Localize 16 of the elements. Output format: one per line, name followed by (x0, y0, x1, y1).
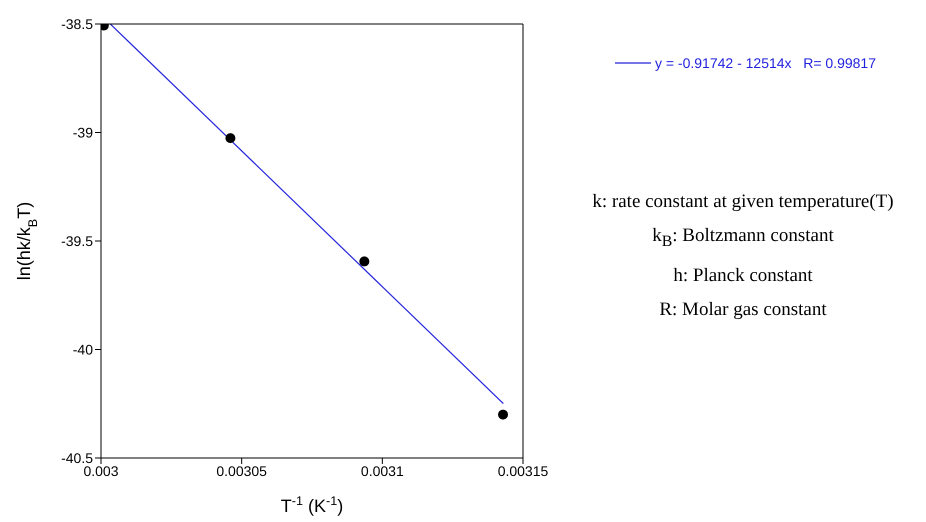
y-tick-label: -40 (72, 341, 94, 358)
y-tick-label: -38.5 (61, 16, 94, 32)
legend-label: y = -0.91742 - 12514x R= 0.99817 (654, 55, 876, 71)
y-tick-label: -39 (72, 124, 94, 140)
x-tick-label: 0.0031 (360, 462, 404, 479)
point (359, 256, 370, 266)
point (225, 133, 236, 144)
text: R: Molar gas constant (658, 298, 828, 322)
text: h: Planck constant (672, 264, 814, 288)
x-axis-title: T$^{-1}$ (K$^{-1}$) (280, 494, 344, 516)
text: k$_{B}$: Boltzmann constant (651, 224, 835, 252)
point (498, 410, 508, 420)
x-tick-label: 0.00315 (498, 462, 549, 479)
y-tick-label: -39.5 (61, 232, 94, 249)
text: k: rate constant at given temperature(T) (591, 190, 895, 214)
x-tick-label: 0.00305 (216, 462, 268, 479)
